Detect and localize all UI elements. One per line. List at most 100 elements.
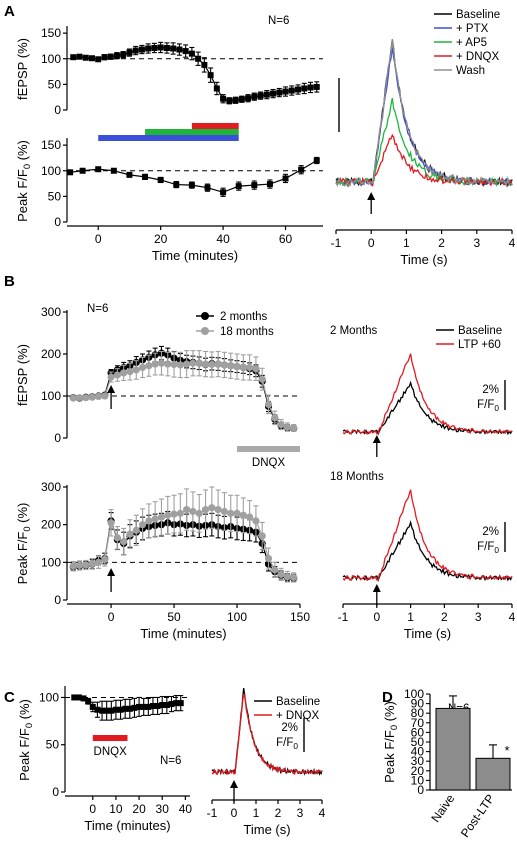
trace-2 [342,353,513,435]
data-point [208,504,216,512]
chart-a-fepsp: 0 50 100 150 fEPSP (%) N=6 [15,15,323,117]
data-point [126,171,133,178]
data-point [157,176,164,183]
significance-marker: * [504,743,509,758]
legend-label: 18 months [220,326,274,338]
data-point [301,85,308,92]
x-tick-label: 0 [95,232,102,246]
data-point [145,45,152,52]
data-point [164,511,172,519]
data-point [207,72,214,79]
data-point [82,394,90,402]
data-point [85,698,92,705]
panel-letter-b: B [4,273,15,290]
data-point [283,573,292,581]
x-tick-label: -1 [207,806,218,820]
chart-c-peak: 0 50 100 Peak F/F0 (%) 0 10 20 30 40 Time (minute… [17,686,192,833]
drug-bar-dnqx [92,735,128,741]
data-point [271,414,279,422]
data-point [182,48,189,55]
data-point [176,46,183,53]
scale-bar-value: 2% [482,526,499,538]
data-point [276,89,283,96]
stimulus-arrow-head [107,385,116,393]
y-tick-label: 0 [54,215,61,229]
x-tick-label: 50 [167,610,181,624]
data-point [208,360,216,369]
data-point [101,555,109,563]
data-point [79,167,86,174]
x-tick-label: 150 [290,610,310,624]
y-tick-label: 200 [41,518,61,532]
data-point [188,50,195,57]
data-point [94,558,103,566]
data-point [258,375,266,383]
data-point [213,85,220,92]
bar-2 [475,757,511,791]
data-point [173,700,180,707]
x-tick-label: 1 [253,806,260,820]
y-tick-label: 40 [411,745,425,759]
data-point [264,400,273,408]
data-point [113,371,121,379]
data-point [271,566,279,574]
legend-label: + DNQX [456,51,499,63]
data-point [76,53,83,60]
y-tick-label: 60 [411,725,425,739]
y-axis-label: fEPSP (%) [15,344,30,406]
data-point [140,703,147,710]
data-point [163,44,170,51]
data-point [183,360,191,368]
y-tick-label: 80 [411,706,425,720]
data-point [220,189,227,196]
data-point [277,570,285,578]
data-point [188,182,195,189]
data-point [195,55,202,62]
chart-a-traces: -1 0 1 2 3 4 Time (s) Baseline + PTX + AP5 + DNQX W… [331,9,516,267]
data-point [173,181,180,188]
data-point [170,510,178,518]
data-point [164,360,172,368]
y-tick-label: 50 [46,738,60,752]
x-tick-label: 30 [156,802,170,816]
stimulus-arrow-head [230,780,238,788]
data-point [239,363,247,372]
data-point [69,394,77,402]
data-point [298,166,305,173]
data-point [170,45,177,52]
data-point [95,166,102,173]
data-point [120,538,128,546]
data-point [176,509,184,517]
data-point [99,707,106,714]
data-point [138,363,147,372]
category-label: Post-LTP [458,792,498,840]
n-annotation: N=6 [268,15,289,27]
n-annotation: N=6 [87,303,108,315]
data-point [132,47,139,54]
data-point [126,368,134,376]
y-tick-label: 0 [52,785,59,799]
y-tick-label: 100 [41,52,61,66]
data-point [157,44,164,51]
data-point [75,394,84,402]
data-point [126,49,133,56]
data-point [145,703,152,710]
data-point [132,366,140,374]
data-point [177,700,184,707]
y-tick-label: 0 [417,783,424,797]
y-tick-label: 100 [41,389,61,403]
data-point [170,360,178,369]
data-point [107,373,115,381]
x-axis-label: Time (minutes) [140,626,226,641]
data-point [113,52,120,59]
legend-label: + AP5 [456,37,487,49]
x-tick-label: 2 [438,236,445,250]
data-point [251,182,258,189]
y-tick-label: 90 [411,697,425,711]
data-point [220,507,229,516]
y-tick-label: 10 [411,773,425,787]
x-tick-label: 40 [179,802,193,816]
legend-label: Baseline [276,696,320,708]
y-axis-label: Peak F/F0 (%) [382,701,399,783]
x-tick-label: 3 [475,610,482,624]
